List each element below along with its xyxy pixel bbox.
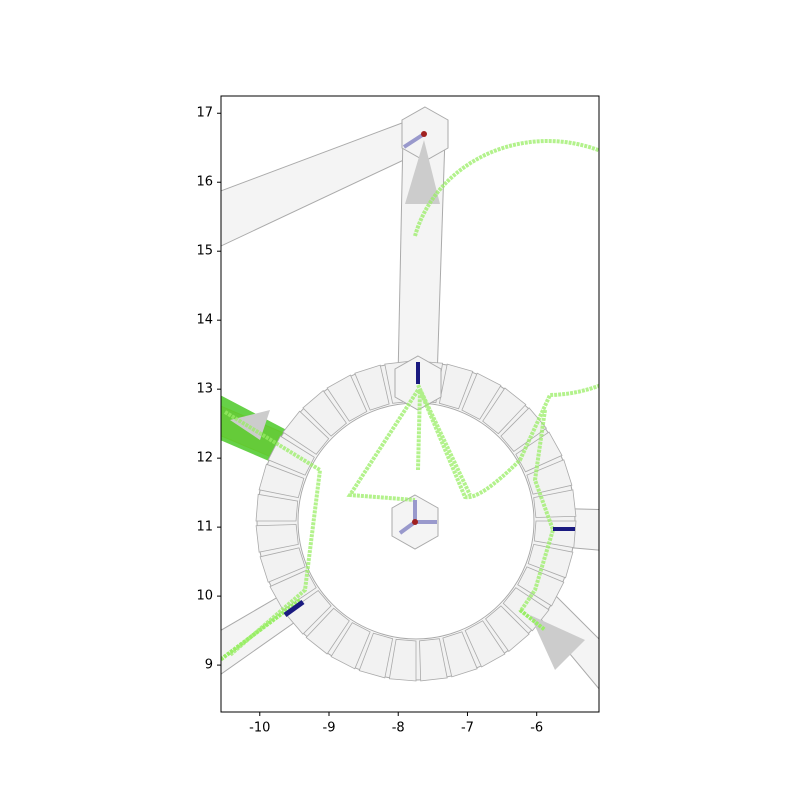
y-tick-label: 9 xyxy=(205,658,213,673)
vehicle xyxy=(412,519,418,525)
queue xyxy=(283,599,305,618)
ring-segment xyxy=(255,493,299,522)
x-tick-label: -9 xyxy=(323,721,336,736)
y-tick-label: 11 xyxy=(196,520,213,535)
ring-segment xyxy=(330,622,371,670)
ring-segment xyxy=(259,547,306,583)
ring-segment xyxy=(388,638,417,682)
scene xyxy=(221,106,599,690)
trajectory xyxy=(221,598,547,662)
ring-segment xyxy=(438,363,474,410)
ring-segment xyxy=(527,543,574,579)
ring-segment xyxy=(282,410,330,455)
y-tick-label: 16 xyxy=(196,175,213,190)
ring-segment xyxy=(500,407,547,452)
ring-segment xyxy=(354,364,390,411)
y-tick-label: 13 xyxy=(196,382,213,397)
trajectory xyxy=(223,139,599,657)
queue xyxy=(553,527,575,531)
y-tick-label: 14 xyxy=(196,313,213,328)
ring-segment xyxy=(305,607,350,655)
ring-segment xyxy=(442,631,478,678)
ring-segment xyxy=(358,632,394,679)
x-tick-label: -10 xyxy=(249,721,270,736)
ring-segment xyxy=(255,524,299,553)
x-tick-label: -7 xyxy=(461,721,474,736)
ring-segment xyxy=(461,372,502,420)
x-tick-label: -8 xyxy=(392,721,405,736)
ring-segment xyxy=(482,387,527,435)
y-tick-label: 17 xyxy=(196,106,213,121)
ring-segment xyxy=(485,605,530,652)
ring-segment xyxy=(302,390,347,437)
plot-frame xyxy=(220,95,600,713)
ring-segment xyxy=(326,374,368,422)
ring-segment xyxy=(419,638,448,682)
queue xyxy=(398,132,437,535)
queue xyxy=(416,362,420,384)
y-tick-label: 10 xyxy=(196,589,213,604)
arrow xyxy=(405,140,440,204)
y-tick-label: 15 xyxy=(196,244,213,259)
ring-segment xyxy=(258,463,305,499)
vehicle xyxy=(421,131,427,137)
ring-segment xyxy=(517,566,565,607)
ring-segment xyxy=(464,620,506,668)
x-tick-label: -6 xyxy=(530,721,543,736)
y-tick-label: 12 xyxy=(196,451,213,466)
